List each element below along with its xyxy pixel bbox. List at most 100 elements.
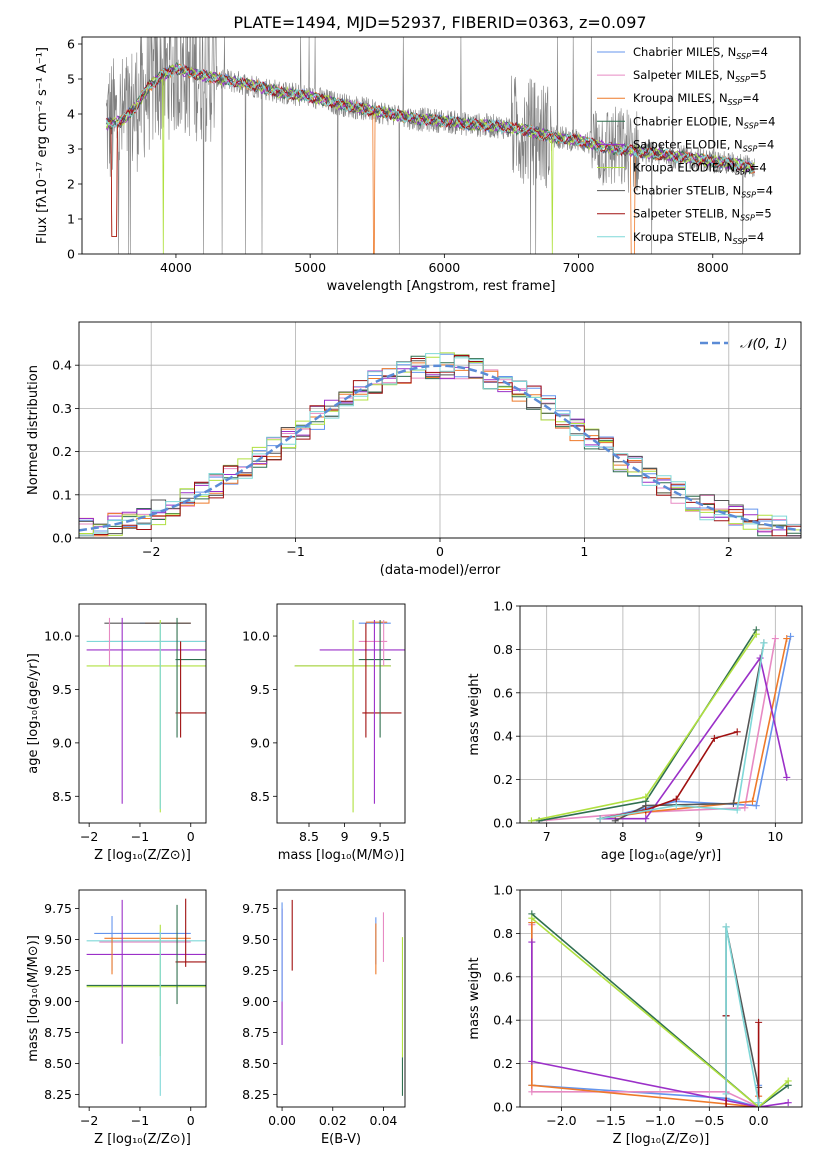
weight-marker xyxy=(528,1057,536,1065)
gaussian-reference-line xyxy=(79,364,801,532)
x-tick-label: 8.5 xyxy=(299,829,319,844)
weight-marker xyxy=(748,797,756,805)
weight-line xyxy=(531,917,789,1107)
y-tick-label: 0.1 xyxy=(52,487,72,502)
x-tick-label: 4000 xyxy=(160,260,192,275)
x-tick-label: 0.00 xyxy=(268,1113,296,1128)
weight-marker xyxy=(722,1090,730,1098)
y-tick-label: 0.6 xyxy=(493,685,513,700)
plot-area xyxy=(86,898,206,1096)
legend-entry: 𝒩(0, 1) xyxy=(740,337,787,352)
y-tick-label: 9.0 xyxy=(250,735,270,750)
plot-area xyxy=(528,910,792,1107)
x-axis-label: age [log₁₀(age/yr)] xyxy=(601,848,722,863)
y-axis-label: mass weight xyxy=(467,673,482,755)
y-tick-label: 9.50 xyxy=(44,932,72,947)
axes-frame xyxy=(81,36,801,255)
y-tick-label: 9.00 xyxy=(242,994,270,1009)
x-tick-label: 1 xyxy=(580,544,588,559)
weight-marker xyxy=(752,802,760,810)
y-tick-label: 0.8 xyxy=(493,642,513,657)
x-tick-label: 10 xyxy=(767,829,783,844)
x-tick-label: 0.04 xyxy=(370,1113,398,1128)
y-tick-label: 2 xyxy=(67,177,75,192)
y-tick-label: 1 xyxy=(67,212,75,227)
y-tick-label: 9.0 xyxy=(52,735,72,750)
x-tick-label: 0 xyxy=(187,1113,195,1128)
weight-marker xyxy=(672,795,680,803)
weight-marker xyxy=(596,815,604,823)
x-tick-label: −1.5 xyxy=(596,1113,626,1128)
y-tick-label: 1.0 xyxy=(493,883,513,898)
axes-frame xyxy=(276,603,406,824)
weight-marker xyxy=(528,1081,536,1089)
y-tick-label: 8.5 xyxy=(52,789,72,804)
weight-marker xyxy=(752,630,760,638)
x-tick-label: 8 xyxy=(619,829,627,844)
weight-line xyxy=(531,913,789,1107)
panel-spectrum: 4000 5000 6000 7000 8000 0 1 2 3 4 5 6 wavelength [A… xyxy=(35,36,801,294)
y-tick-label: 9.50 xyxy=(242,932,270,947)
y-tick-label: 0 xyxy=(67,247,75,262)
y-tick-label: 8.25 xyxy=(44,1087,72,1102)
y-tick-label: 9.75 xyxy=(242,901,270,916)
weight-marker xyxy=(528,1088,536,1096)
y-tick-label: 8.50 xyxy=(44,1056,72,1071)
y-axis-label: mass [log₁₀(M/M⊙)] xyxy=(26,935,41,1062)
y-tick-label: 0.2 xyxy=(493,1056,513,1071)
y-tick-label: 1.0 xyxy=(493,599,513,614)
weight-marker xyxy=(729,799,737,807)
axes-frame xyxy=(519,889,803,1108)
x-tick-label: −1 xyxy=(286,544,304,559)
y-tick-label: 0.4 xyxy=(493,729,513,744)
x-axis-label: Z [log₁₀(Z/Z⊙)] xyxy=(94,1132,191,1147)
x-axis-label: (data-model)/error xyxy=(380,563,501,578)
x-tick-label: 9 xyxy=(341,829,349,844)
x-tick-label: 6000 xyxy=(428,260,460,275)
x-tick-label: 0 xyxy=(436,544,444,559)
x-tick-label: 0.0 xyxy=(749,1113,769,1128)
x-axis-label: Z [log₁₀(Z/Z⊙)] xyxy=(94,848,191,863)
x-tick-label: −1.0 xyxy=(645,1113,675,1128)
x-tick-label: −1 xyxy=(131,829,149,844)
weight-marker xyxy=(611,817,619,823)
y-tick-label: 3 xyxy=(67,142,75,157)
x-tick-label: 0.02 xyxy=(319,1113,347,1128)
y-tick-label: 8.75 xyxy=(44,1025,72,1040)
weight-marker xyxy=(710,734,718,742)
x-tick-label: −1 xyxy=(131,1113,149,1128)
plot-area xyxy=(527,626,795,823)
legend-entry: Kroupa STELIB, NSSP=4 xyxy=(633,230,764,246)
weight-marker xyxy=(787,632,795,640)
y-tick-label: 5 xyxy=(67,72,75,87)
weight-line xyxy=(539,638,777,822)
y-tick-label: 0.8 xyxy=(493,926,513,941)
axes-frame xyxy=(519,605,803,824)
weight-marker xyxy=(784,1099,792,1107)
weight-marker xyxy=(755,1103,763,1107)
y-tick-label: 8.50 xyxy=(242,1056,270,1071)
axes-frame xyxy=(78,889,207,1108)
panel-mass-vs-ebv: 0.00 0.02 0.04 8.25 8.50 8.75 9.00 9.25 9.50 9.75… xyxy=(242,889,406,1147)
x-axis-label: Z [log₁₀(Z/Z⊙)] xyxy=(613,1132,710,1147)
plot-area xyxy=(105,37,755,254)
x-tick-label: 9.5 xyxy=(370,829,390,844)
histogram-6 xyxy=(79,354,801,537)
y-tick-label: 0.3 xyxy=(52,401,72,416)
legend-entry: Chabrier MILES, NSSP=4 xyxy=(633,45,768,61)
weight-marker xyxy=(642,815,650,823)
weight-marker xyxy=(528,938,536,946)
x-axis-label: mass [log₁₀(M/M⊙)] xyxy=(278,848,405,863)
legend-entry: Salpeter MILES, NSSP=5 xyxy=(633,68,767,84)
y-tick-label: 9.25 xyxy=(44,963,72,978)
histogram-8 xyxy=(79,353,801,537)
plot-area xyxy=(79,352,801,537)
panel-age-vs-z: −2 −1 0 8.5 9.0 9.5 10.0 Z [log₁₀(Z/Z⊙)] age [lo… xyxy=(26,603,207,863)
x-tick-label: 5000 xyxy=(294,260,326,275)
plot-area xyxy=(281,899,404,1096)
model-line-8 xyxy=(105,63,755,174)
weight-marker xyxy=(755,1018,763,1026)
y-tick-label: 8.5 xyxy=(250,789,270,804)
y-tick-label: 0.0 xyxy=(493,1100,513,1115)
panel-weight-vs-age: 7 8 9 10 0.0 0.2 0.4 0.6 0.8 1.0 age [log₁₀(age/yr… xyxy=(467,599,803,863)
